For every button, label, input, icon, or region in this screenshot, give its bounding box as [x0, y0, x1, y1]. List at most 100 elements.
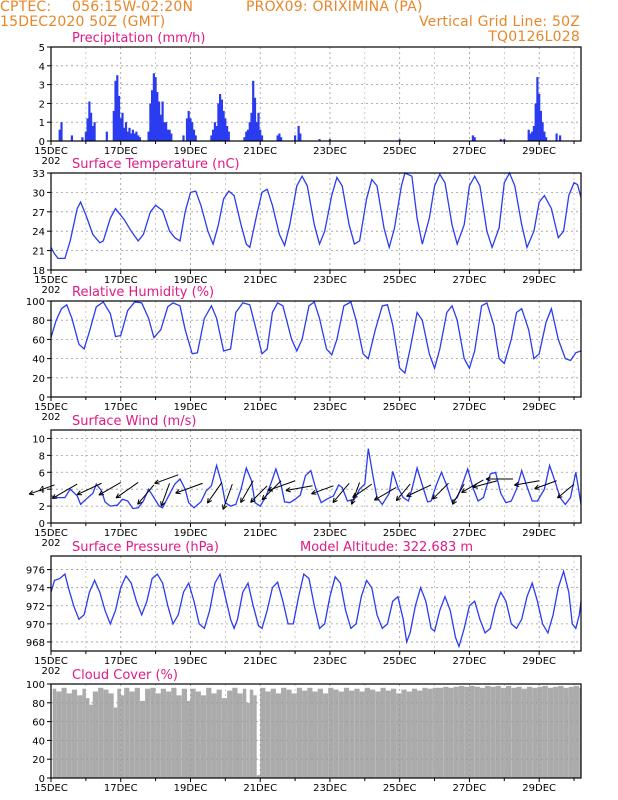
wind-arrow: [154, 474, 179, 485]
cloud-bar: [61, 687, 67, 778]
temp-xtick-label: 21DEC: [243, 275, 277, 286]
cloud-bar: [328, 687, 334, 778]
cloud-bar: [216, 689, 222, 778]
cloud-panel: Cloud Cover (%) 0 20 40 60 80 100 15DEC 17DEC 19D…: [26, 668, 582, 794]
cloud-title: Cloud Cover (%): [72, 668, 178, 683]
precip-bar: [398, 139, 401, 141]
precip-bar: [137, 135, 140, 141]
pressure-ytick-label: 976: [26, 566, 45, 577]
precip-bar: [226, 126, 229, 141]
precip-bar: [473, 137, 476, 141]
wind-arrow: [432, 482, 449, 500]
cloud-bar: [485, 685, 491, 778]
pressure-xtick-label: 15DEC: [34, 656, 68, 667]
wind-arrow: [222, 483, 233, 510]
temp-xtick-label: 29DEC: [522, 275, 556, 286]
wind-ytick-label: 6: [39, 468, 45, 479]
precip-bar: [212, 129, 215, 141]
precip-ytick-label: 0: [39, 137, 45, 148]
rh-frame: [50, 300, 582, 398]
wind-arrow: [395, 483, 411, 502]
precip-bar: [90, 112, 93, 141]
precip-bar: [257, 112, 260, 141]
wind-year-fragment: 202: [41, 538, 60, 549]
wind-arrow: [98, 481, 121, 496]
cloud-bar: [521, 688, 527, 778]
cloud-xtick-label: 25DEC: [383, 783, 417, 794]
cloud-bar: [568, 686, 574, 778]
cloud-bar: [474, 686, 480, 778]
header-run-id: TQ0126L028: [488, 29, 580, 45]
cloud-bar: [260, 687, 266, 778]
cloud-bar: [249, 689, 254, 778]
cloud-bar: [401, 689, 407, 778]
precip-bar: [165, 122, 168, 141]
rh-ytick-label: 40: [32, 355, 45, 366]
pressure-title: Surface Pressure (hPa): [72, 540, 219, 555]
cloud-bar: [145, 688, 151, 778]
cloud-bar: [490, 686, 496, 778]
cloud-bar: [579, 687, 582, 778]
wind-xtick-label: 23DEC: [313, 528, 347, 539]
cloud-bar: [542, 685, 548, 778]
wind-arrow: [373, 487, 397, 501]
precip-bar: [215, 126, 218, 141]
cloud-bar: [359, 691, 365, 778]
temp-xtick-label: 15DEC: [34, 275, 68, 286]
precip-bar: [194, 135, 197, 141]
cloud-bar: [354, 688, 360, 778]
wind-xtick-label: 17DEC: [104, 528, 138, 539]
cloud-bar: [453, 686, 459, 778]
cloud-bar: [281, 687, 287, 778]
temp-ytick-label: 18: [32, 266, 45, 277]
rh-xtick-label: 21DEC: [243, 402, 277, 413]
cloud-bar: [532, 687, 538, 778]
header: CPTEC: 056:15W-02:20N PROX09: ORIXIMINA …: [0, 0, 618, 48]
precip-ytick-label: 4: [39, 62, 45, 73]
precip-xtick-label: 29DEC: [522, 146, 556, 157]
precip-bar: [213, 122, 216, 141]
pressure-ytick-label: 972: [26, 602, 45, 613]
precip-bar: [545, 137, 548, 141]
cloud-bar: [242, 688, 247, 778]
precip-xtick-label: 27DEC: [453, 146, 487, 157]
temp-frame: [50, 172, 582, 271]
wind-arrow: [285, 485, 313, 493]
cloud-bar: [256, 775, 261, 778]
precip-bar: [217, 103, 220, 141]
wind-arrow: [534, 480, 557, 490]
precip-bar: [58, 129, 61, 141]
precip-bar: [191, 122, 194, 141]
cloud-bar: [124, 687, 130, 778]
precip-bar: [88, 101, 91, 141]
cloud-bar: [160, 688, 166, 778]
precip-bar: [112, 110, 115, 141]
precip-bar: [294, 135, 297, 141]
cloud-bar: [385, 690, 391, 778]
precip-bar: [224, 118, 227, 141]
precip-bar: [538, 94, 541, 141]
cloud-bar: [370, 689, 376, 778]
cloud-bar: [275, 693, 282, 778]
cloud-bar: [307, 687, 313, 778]
cloud-bar: [417, 690, 423, 778]
temp-line: [50, 171, 582, 260]
cloud-bar: [139, 700, 146, 778]
cloud-bar: [302, 690, 308, 778]
cloud-bar: [129, 691, 135, 778]
precip-bar: [81, 137, 84, 141]
header-grid-line: Vertical Grid Line: 50Z: [418, 14, 580, 30]
precip-panel: Precipitation (mm/h) 0 1 2 3 4 5 15DEC 17DEC 19DE…: [34, 31, 582, 167]
cloud-bar: [547, 687, 554, 778]
precip-bar: [187, 110, 190, 141]
cloud-bar: [286, 689, 292, 778]
cloud-bar: [52, 688, 57, 778]
wind-arrow: [350, 482, 361, 505]
precip-bar: [114, 80, 117, 141]
precip-bar: [151, 90, 154, 141]
precip-bar: [328, 139, 331, 141]
cloud-ytick-label: 40: [32, 736, 45, 747]
precip-ytick-label: 1: [39, 118, 45, 129]
precip-bar: [156, 92, 159, 141]
precip-bar: [499, 139, 502, 141]
